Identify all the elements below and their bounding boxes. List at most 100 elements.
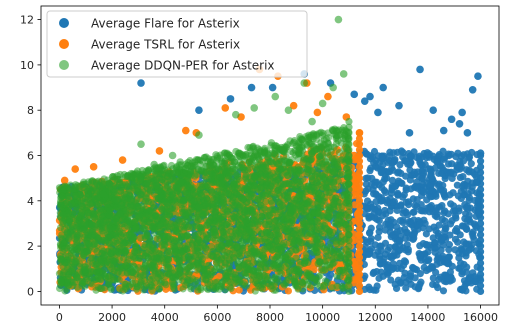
data-point [476,197,485,205]
data-point [419,188,427,196]
data-point [393,228,401,236]
data-point [476,248,485,256]
data-point [476,214,485,222]
data-point [313,108,322,117]
data-point [221,104,230,112]
data-point [370,286,378,294]
data-point [449,202,458,210]
data-point [465,196,473,204]
data-point [460,238,468,246]
data-point [410,216,418,224]
data-point [402,184,410,192]
data-point [429,274,437,282]
data-point [399,218,407,227]
data-point [195,106,203,114]
data-point [389,198,397,206]
data-point [379,83,387,92]
data-point [476,157,485,165]
data-point [452,214,460,222]
data-point [407,152,415,160]
data-point [476,282,485,290]
data-point [181,126,190,135]
data-point [386,228,394,236]
data-point [425,225,433,233]
data-point [440,155,448,163]
data-point [465,168,473,176]
data-point [469,269,477,277]
data-point [367,212,375,221]
data-point [379,178,387,186]
data-point [386,243,394,252]
data-point [421,207,429,215]
data-point [413,195,421,204]
data-point [476,265,485,273]
data-point [391,182,399,191]
data-point [464,205,472,213]
data-point [471,171,479,179]
data-point [396,161,404,169]
data-point [431,239,439,247]
data-point [397,201,405,209]
data-point [464,190,472,198]
data-point [284,287,292,295]
data-point [444,160,453,168]
data-point [465,274,473,282]
data-point [455,204,463,212]
data-point [395,101,403,110]
data-point [363,150,371,158]
data-point [375,223,384,231]
data-point [453,161,461,170]
data-point [89,163,98,171]
data-point [366,92,374,101]
data-point [428,187,437,195]
data-point [402,284,410,292]
data-point [436,258,444,267]
data-point [431,164,439,172]
data-point [387,276,395,284]
data-point [416,270,424,278]
data-point [407,280,415,288]
data-point [387,216,395,224]
data-point [411,274,419,282]
data-point [365,250,373,259]
data-point [399,193,407,201]
data-point [429,264,437,272]
data-point [476,208,485,216]
data-point [446,169,455,177]
data-point [383,199,391,207]
data-point [476,253,485,262]
data-point [335,148,343,157]
data-point [410,208,418,216]
data-point [449,189,457,197]
data-point [470,235,478,244]
data-point [468,148,476,157]
data-point [375,274,383,282]
data-point [434,158,442,166]
data-point [470,220,478,228]
data-point [388,164,396,172]
data-point [374,108,382,117]
data-point [455,119,464,128]
data-point [372,191,380,199]
data-point [394,189,402,197]
data-point [416,65,424,74]
data-point [405,129,414,137]
data-point [399,209,407,217]
data-point [396,278,405,287]
data-point [366,228,374,236]
data-point [389,149,398,157]
data-point [362,174,370,182]
data-point [427,193,435,201]
data-point [459,157,468,165]
data-point [458,108,466,117]
data-point [476,168,485,177]
data-point [372,198,380,206]
data-point [476,180,485,188]
data-point [451,246,459,254]
data-point [396,259,404,267]
data-point [435,275,443,283]
data-point [429,280,437,289]
data-point [465,154,473,162]
data-point [413,202,421,211]
